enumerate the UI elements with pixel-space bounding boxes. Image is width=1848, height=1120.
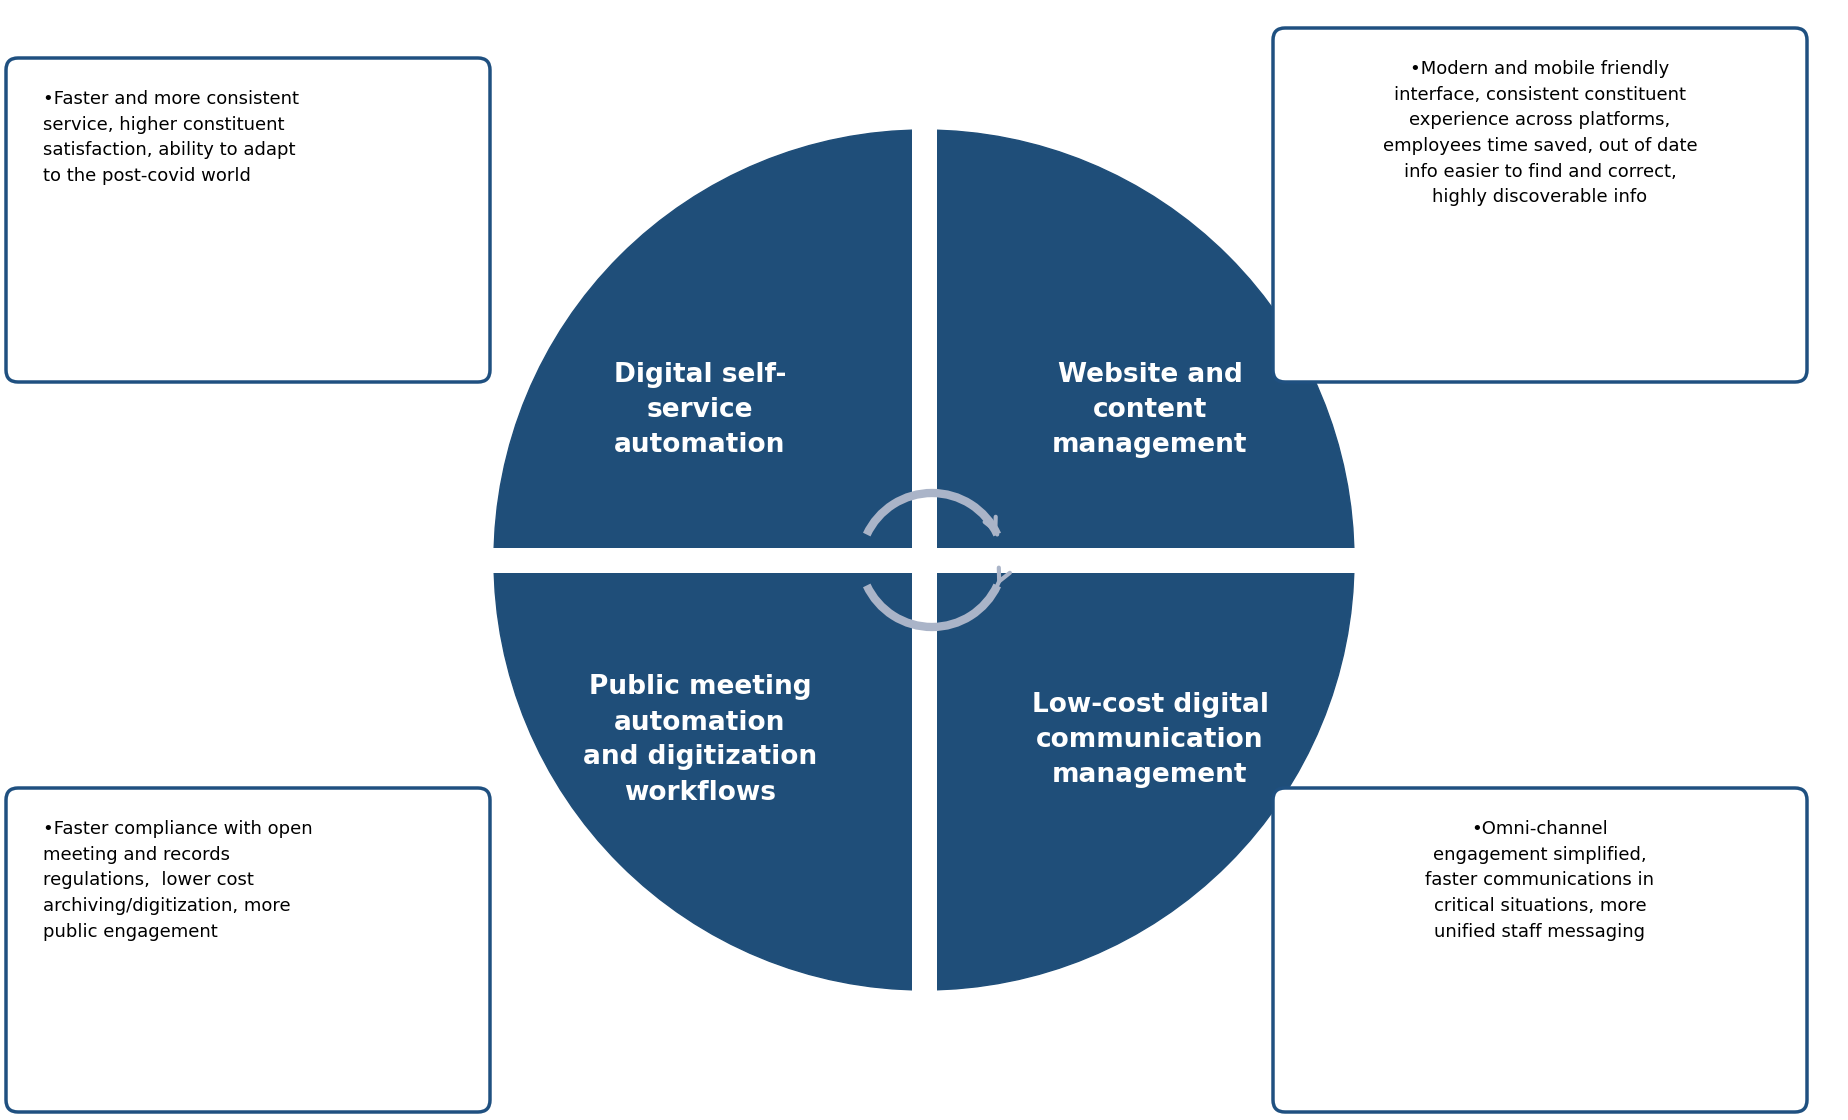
FancyBboxPatch shape [6,788,490,1112]
FancyBboxPatch shape [1273,788,1807,1112]
Circle shape [493,130,1355,990]
Text: •Modern and mobile friendly
interface, consistent constituent
experience across : •Modern and mobile friendly interface, c… [1382,60,1696,206]
Text: •Omni-channel
engagement simplified,
faster communications in
critical situation: •Omni-channel engagement simplified, fas… [1425,820,1654,941]
Text: •Faster and more consistent
service, higher constituent
satisfaction, ability to: •Faster and more consistent service, hig… [43,90,299,185]
Text: Public meeting
automation
and digitization
workflows: Public meeting automation and digitizati… [582,674,817,805]
Text: Website and
content
management: Website and content management [1052,362,1247,458]
FancyBboxPatch shape [6,58,490,382]
Text: •Faster compliance with open
meeting and records
regulations,  lower cost
archiv: •Faster compliance with open meeting and… [43,820,312,941]
Text: Low-cost digital
communication
management: Low-cost digital communication managemen… [1031,692,1268,788]
FancyBboxPatch shape [1273,28,1807,382]
Text: Digital self-
service
automation: Digital self- service automation [614,362,785,458]
